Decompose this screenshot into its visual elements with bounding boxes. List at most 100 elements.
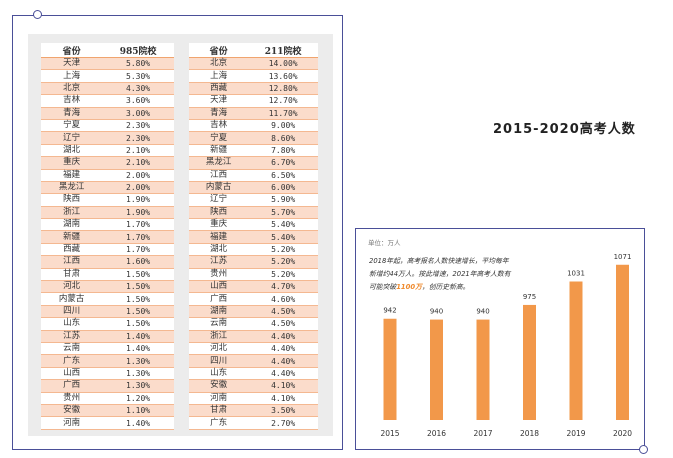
table-985-value-cell: 1.30% (102, 379, 174, 393)
table-985-row: 湖南 1.70% (41, 218, 174, 232)
table-211-province-cell: 黑龙江 (189, 156, 249, 170)
table-985-province-cell: 内蒙古 (41, 292, 103, 306)
table-211-row: 浙江 4.40% (189, 330, 318, 344)
table-211-row: 西藏 12.80% (189, 82, 318, 96)
table-985-value-cell: 1.50% (102, 317, 174, 331)
table-211-province-cell: 四川 (189, 354, 249, 368)
table-985-value-cell: 1.50% (102, 268, 174, 282)
table-211-province-cell: 山东 (189, 367, 249, 381)
table-985-row: 四川 1.50% (41, 305, 174, 319)
table-211-province-cell: 吉林 (189, 119, 249, 133)
table-985-province-cell: 重庆 (41, 156, 103, 170)
table-211-province-cell: 河南 (189, 392, 249, 405)
table-985-header: 省份 985院校 (41, 43, 174, 58)
x-tick-label-2018: 2018 (520, 429, 539, 438)
table-211-province-cell: 云南 (189, 317, 249, 331)
table-985-value-cell: 1.30% (102, 354, 174, 368)
table-985-value-cell: 1.40% (102, 416, 174, 430)
table-211-row: 甘肃 3.50% (189, 404, 318, 418)
table-985-value-cell: 2.10% (102, 144, 174, 158)
table-211-province-cell: 广西 (189, 292, 249, 306)
table-211-row: 河南 4.10% (189, 392, 318, 405)
table-985-value-cell: 1.40% (102, 342, 174, 356)
table-985-value-cell: 5.30% (102, 69, 174, 83)
table-985-value-cell: 1.90% (102, 206, 174, 220)
table-985-row: 宁夏 2.30% (41, 119, 174, 133)
table-211-province-cell: 宁夏 (189, 131, 249, 145)
table-211-province-cell: 安徽 (189, 379, 249, 393)
annotation-line-1: 2018年起，高考报名人数快速增长，平均每年 (369, 257, 509, 265)
table-211-value-cell: 4.40% (248, 367, 318, 381)
table-211-value-cell: 6.50% (248, 169, 318, 182)
table-985-value-cell: 2.10% (102, 156, 174, 170)
chart-title: 2015-2020高考人数 (493, 122, 636, 137)
bar-2020 (616, 264, 629, 420)
table-211-value-cell: 4.70% (248, 280, 318, 294)
annotation-line-3-prefix: 可能突破 (369, 283, 397, 291)
table-985-row: 陕西 1.90% (41, 193, 174, 207)
table-211-value-cell: 8.60% (248, 131, 318, 145)
table-985-row: 福建 2.00% (41, 169, 174, 182)
chart-annotation: 2018年起，高考报名人数快速增长，平均每年 新增约44万人。按此增速，2021… (369, 255, 549, 294)
table-211-value-cell: 4.40% (248, 342, 318, 356)
table-985-value-cell: 3.60% (102, 94, 174, 108)
table-985-row: 广东 1.30% (41, 354, 174, 368)
data-label-2015: 942 (383, 307, 396, 315)
table-211-row: 吉林 9.00% (189, 119, 318, 133)
table-985-row: 江苏 1.40% (41, 330, 174, 344)
table-211-row: 新疆 7.80% (189, 144, 318, 158)
table-211-province-cell: 河北 (189, 342, 249, 356)
table-985-province-cell: 四川 (41, 305, 103, 319)
table-985-row: 内蒙古 1.50% (41, 292, 174, 306)
data-label-2019: 1031 (567, 270, 585, 278)
table-211-row: 山东 4.40% (189, 367, 318, 381)
table-985-value-cell: 1.60% (102, 255, 174, 269)
table-211-value-cell: 5.40% (248, 218, 318, 232)
table-211-value-cell: 6.70% (248, 156, 318, 170)
table-985-row: 山东 1.50% (41, 317, 174, 331)
table-211-value-cell: 4.40% (248, 330, 318, 344)
table-985-value-cell: 1.50% (102, 280, 174, 294)
table-211-row: 云南 4.50% (189, 317, 318, 331)
table-211-row: 江西 6.50% (189, 169, 318, 182)
table-211-province-cell: 陕西 (189, 206, 249, 220)
table-985-row: 江西 1.60% (41, 255, 174, 269)
table-211-row: 北京 14.00% (189, 57, 318, 71)
table-211-row: 宁夏 8.60% (189, 131, 318, 145)
table-985-province-cell: 天津 (41, 57, 103, 71)
table-985-province-cell: 江苏 (41, 330, 103, 344)
bar-2019 (569, 281, 583, 420)
table-985-province-cell: 宁夏 (41, 119, 103, 133)
resize-handle-bottom-right[interactable] (639, 445, 648, 454)
table-985-row: 青海 3.00% (41, 107, 174, 120)
annotation-highlight: 1100万 (396, 283, 422, 291)
table-985-value-cell: 1.70% (102, 218, 174, 232)
table-211-province-cell: 新疆 (189, 144, 249, 158)
table-211-row: 江苏 5.20% (189, 255, 318, 269)
table-211-province-cell: 辽宁 (189, 193, 249, 207)
bar-chart: 942 2015 940 2016 940 2017 975 2018 1031 2019 1071… (380, 253, 632, 438)
table-985-header-value: 985院校 (102, 43, 174, 58)
table-985-value-cell: 1.20% (102, 392, 174, 405)
chart-card: 942 2015 940 2016 940 2017 975 2018 1031 2019 1071… (355, 228, 645, 450)
table-211-value-cell: 4.10% (248, 379, 318, 393)
table-211-province-cell: 江西 (189, 169, 249, 182)
resize-handle-top-left[interactable] (33, 10, 42, 19)
table-211-value-cell: 14.00% (248, 57, 318, 71)
table-211-value-cell: 12.80% (248, 82, 318, 96)
table-211-province-cell: 湖北 (189, 243, 249, 257)
table-985-row: 湖北 2.10% (41, 144, 174, 158)
table-985-province-cell: 新疆 (41, 230, 103, 244)
table-985-province-cell: 湖南 (41, 218, 103, 232)
table-211-value-cell: 5.70% (248, 206, 318, 220)
table-211-row: 辽宁 5.90% (189, 193, 318, 207)
table-211-province-cell: 天津 (189, 94, 249, 108)
table-211-value-cell: 4.40% (248, 354, 318, 368)
table-985-value-cell: 1.30% (102, 367, 174, 381)
table-985-province-cell: 西藏 (41, 243, 103, 257)
table-211-header-province: 省份 (189, 43, 249, 58)
x-tick-label-2020: 2020 (613, 429, 632, 438)
table-211-value-cell: 5.20% (248, 268, 318, 282)
table-211-province-cell: 上海 (189, 69, 249, 83)
table-211-province-cell: 北京 (189, 57, 249, 71)
